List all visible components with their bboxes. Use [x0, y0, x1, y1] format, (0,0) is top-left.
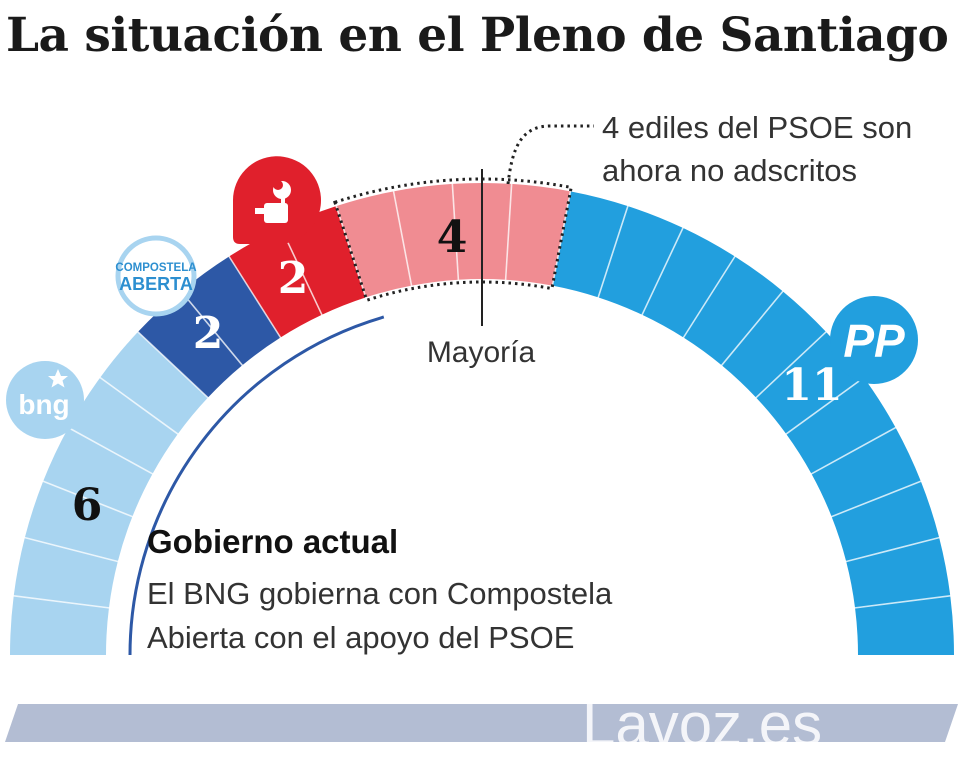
seat-22: [811, 427, 921, 517]
seat-divider: [23, 536, 119, 563]
government-bracket: [128, 315, 385, 656]
footer-bar: [5, 704, 958, 742]
seat-17: [642, 227, 735, 338]
seat-divider: [392, 190, 413, 287]
compostela-aberta-logo: COMPOSTELA ABERTA: [115, 235, 197, 317]
seat-divider: [853, 594, 952, 609]
majority-label: Mayoría: [427, 336, 536, 369]
seat-3: [24, 481, 133, 562]
bng-logo: bng: [6, 361, 84, 439]
seat-12: [393, 183, 459, 286]
seat-5: [68, 377, 178, 474]
seat-divider: [784, 376, 866, 436]
seat-divider: [640, 226, 685, 317]
annotation-line-2: ahora no adscritos: [602, 153, 857, 188]
seat-divider: [597, 204, 629, 299]
seat-14: [505, 183, 571, 286]
seat-divider: [810, 426, 897, 476]
seat-11: [336, 191, 412, 298]
seat-divider: [682, 255, 737, 339]
seat-dividers: [12, 182, 952, 609]
seat-divider: [67, 426, 154, 476]
seat-divider: [227, 255, 282, 339]
seat-segments: [10, 182, 955, 655]
seat-divider: [136, 330, 210, 399]
aberta-logo-line-1: COMPOSTELA: [115, 262, 196, 274]
seat-divider: [98, 376, 180, 436]
seat-divider: [12, 594, 111, 609]
seat-21: [786, 377, 896, 474]
government-line-1: El BNG gobierna con Compostela: [147, 576, 613, 611]
aberta-logo-line-2: ABERTA: [119, 274, 193, 294]
bng-seat-count: 6: [72, 480, 103, 531]
aberta-seat-count: 2: [193, 308, 224, 359]
seat-18: [683, 256, 783, 366]
footer-watermark: Lavoz.es: [582, 691, 822, 758]
rose-fist-icon: [255, 180, 291, 223]
star-icon: [48, 369, 68, 388]
seat-4: [43, 427, 153, 517]
seat-divider: [845, 536, 941, 563]
pp-logo-text: PP: [843, 315, 905, 367]
psoe-seat-count: 2: [278, 253, 309, 304]
chart-title: La situación en el Pleno de Santiago: [6, 8, 949, 63]
seat-19: [721, 291, 827, 398]
seat-9: [229, 227, 322, 338]
seat-23: [831, 481, 940, 562]
seat-15: [552, 191, 628, 298]
seat-8: [181, 256, 281, 366]
seat-divider: [754, 330, 828, 399]
seat-divider: [551, 190, 572, 287]
seat-divider: [504, 182, 513, 281]
annotation-line-1: 4 ediles del PSOE son: [602, 110, 912, 145]
seat-divider: [720, 290, 785, 367]
government-heading: Gobierno actual: [147, 523, 398, 560]
noadscritos-seat-count: 4: [437, 212, 468, 263]
psoe-logo: [233, 156, 321, 244]
seat-divider: [451, 182, 460, 281]
bng-logo-text: bng: [18, 389, 69, 420]
seat-divider: [41, 480, 134, 518]
seat-6: [100, 331, 208, 434]
pp-logo: PP: [830, 296, 918, 384]
seat-divider: [179, 290, 244, 367]
seat-divider: [830, 480, 923, 518]
seat-25: [855, 595, 955, 655]
seat-7: [137, 291, 243, 398]
annotation-connector: [506, 124, 594, 185]
seat-1: [10, 595, 109, 655]
pp-seat-count: 11: [781, 360, 842, 411]
government-line-2: Abierta con el apoyo del PSOE: [147, 620, 574, 655]
